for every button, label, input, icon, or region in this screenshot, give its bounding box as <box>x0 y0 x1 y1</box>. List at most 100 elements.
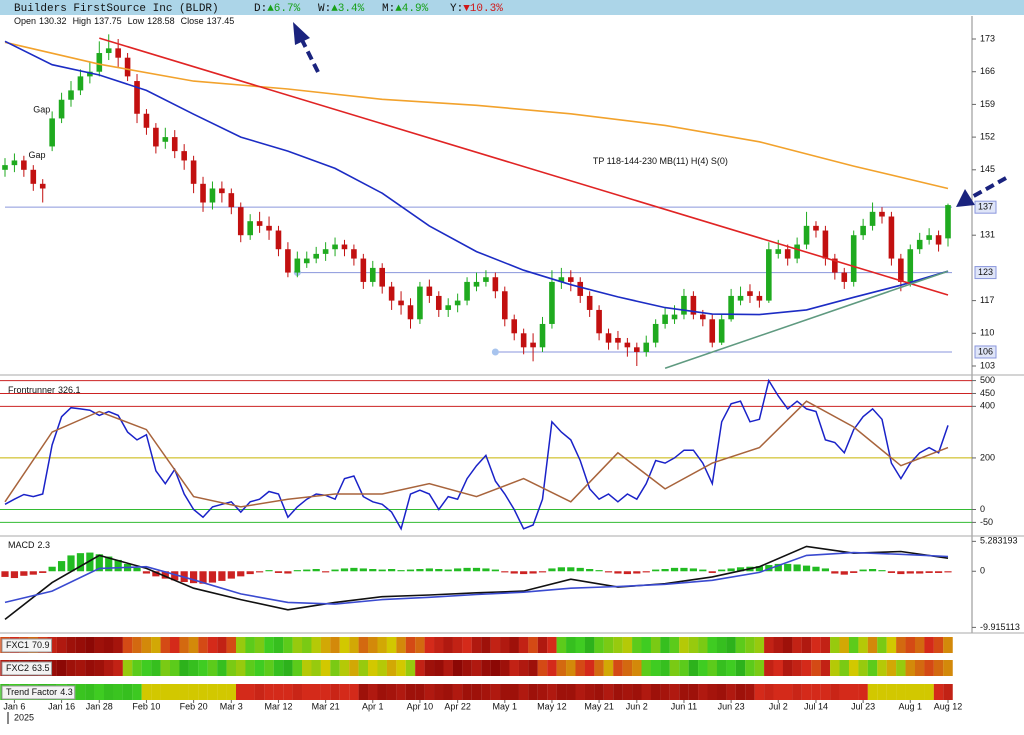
y-tick-label: 500 <box>980 375 995 385</box>
x-tick-label: Mar 21 <box>312 701 340 711</box>
candle-body <box>313 253 319 259</box>
heat-cell <box>566 637 576 653</box>
candle-body <box>322 249 329 254</box>
heat-cell <box>801 684 812 700</box>
candle-body <box>58 99 65 119</box>
heat-cell <box>745 684 755 700</box>
x-tick-label: Feb 10 <box>132 701 160 711</box>
heat-cell <box>801 660 812 676</box>
heat-cell <box>292 684 303 700</box>
histogram-bar <box>274 571 283 573</box>
histogram-bar <box>388 569 396 572</box>
heat-cell <box>103 660 114 676</box>
candle-body <box>341 244 348 250</box>
strip-label: FXC2 63.5 <box>1 661 53 676</box>
x-tick-label: Jul 23 <box>851 701 875 711</box>
heat-cell <box>811 660 821 676</box>
candle-body <box>87 71 93 77</box>
candle-body <box>388 286 395 301</box>
heat-cell <box>584 660 595 676</box>
histogram-bar <box>444 569 452 572</box>
candle-body <box>916 239 923 250</box>
x-tick-label: Apr 22 <box>444 701 471 711</box>
heat-cell <box>273 660 284 676</box>
heat-cell <box>283 660 293 676</box>
candle-body <box>417 286 423 320</box>
heat-cell <box>613 660 623 676</box>
heat-cell <box>188 637 199 653</box>
heat-cell <box>56 660 67 676</box>
y-tick-label: 200 <box>980 452 995 462</box>
candle-body <box>30 169 37 184</box>
change-value: ▲4.9% <box>395 3 428 15</box>
candle-body <box>332 244 338 250</box>
histogram-bar <box>774 563 782 572</box>
candle-body <box>568 277 574 282</box>
heat-cell <box>94 660 105 676</box>
strip-label-box <box>1 685 76 700</box>
candle-body <box>294 258 301 273</box>
change-label: W: <box>318 3 331 15</box>
candle-body <box>256 221 263 226</box>
candle-body <box>483 277 489 282</box>
period-change: W:▲3.4% <box>318 3 365 15</box>
heat-cell <box>848 637 859 653</box>
heat-cell <box>830 637 840 653</box>
indicator-line <box>4 378 949 531</box>
heat-cell <box>754 660 765 676</box>
heat-cell <box>773 637 784 653</box>
heat-cell <box>650 684 661 700</box>
candle-body <box>190 160 197 184</box>
heat-cell <box>377 637 387 653</box>
heat-cell <box>764 660 774 676</box>
histogram-bar <box>802 565 811 572</box>
heat-cell <box>103 684 114 700</box>
candle-body <box>219 188 225 194</box>
heat-cell <box>490 637 501 653</box>
ohlc-value: 137.45 <box>207 16 235 26</box>
histogram-bar <box>925 571 933 573</box>
histogram-bar <box>463 567 471 572</box>
ohlc-value: 137.75 <box>94 16 122 26</box>
candle-body <box>784 249 791 259</box>
x-tick-label: Feb 20 <box>180 701 208 711</box>
heat-cell <box>858 684 868 700</box>
candle-body <box>803 225 810 245</box>
heat-cell <box>132 660 142 676</box>
heat-cell <box>745 660 755 676</box>
candle-body <box>530 342 536 348</box>
heat-cell <box>726 637 736 653</box>
candle-body <box>77 76 84 91</box>
candle-body <box>351 249 357 259</box>
heat-cell <box>217 684 227 700</box>
candle-body <box>728 295 734 320</box>
heat-cell <box>132 684 142 700</box>
indicator-line <box>4 40 949 316</box>
level-label-box <box>974 266 997 280</box>
heat-cell <box>122 660 133 676</box>
heat-cell <box>160 684 171 700</box>
histogram-bar <box>284 571 292 574</box>
heat-cell <box>113 660 123 676</box>
heat-cell <box>688 684 699 700</box>
candle-body <box>718 319 725 343</box>
heat-cell <box>405 684 416 700</box>
candle-body <box>832 258 838 273</box>
ohlc-label: Open <box>14 16 36 26</box>
candle-body <box>775 249 782 254</box>
heat-cell <box>641 684 651 700</box>
y-tick-label: 400 <box>980 401 995 411</box>
candle-body <box>898 258 904 282</box>
heat-cell <box>858 637 868 653</box>
heat-cell <box>537 684 548 700</box>
heat-cell <box>424 637 435 653</box>
histogram-bar <box>614 571 622 574</box>
heat-cell <box>556 637 567 653</box>
heat-cell <box>66 660 76 676</box>
heat-cell <box>424 684 435 700</box>
candle-body <box>105 48 112 54</box>
heat-cell <box>707 660 717 676</box>
histogram-bar <box>303 569 311 572</box>
candle-body <box>850 235 857 282</box>
y-tick-label: 450 <box>980 388 995 398</box>
